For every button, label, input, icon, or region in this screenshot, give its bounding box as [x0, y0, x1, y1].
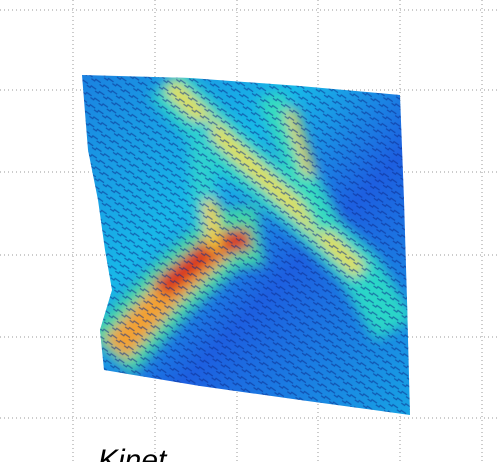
terrain-view: Kinet [0, 0, 500, 462]
caption: Kinet [98, 444, 168, 462]
terrain-surface [80, 70, 415, 420]
